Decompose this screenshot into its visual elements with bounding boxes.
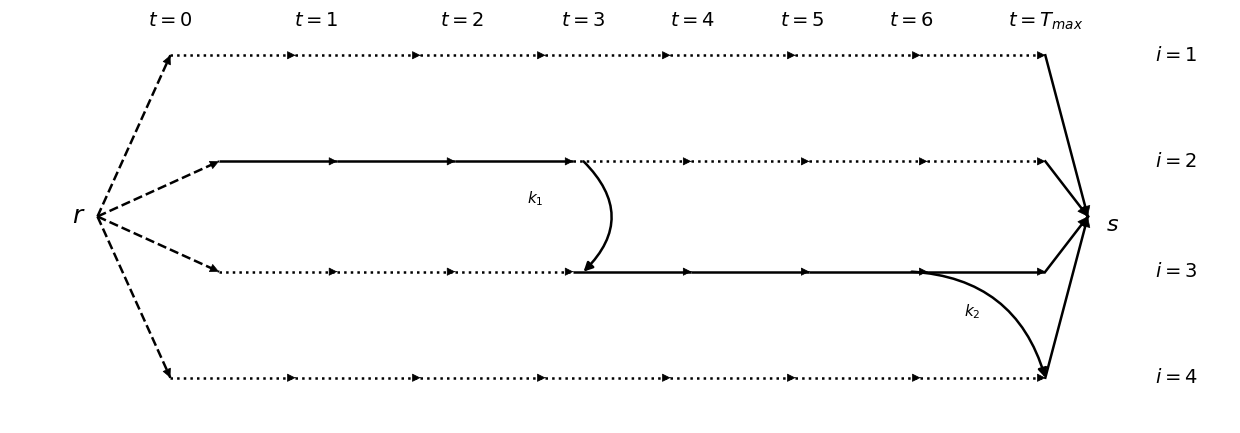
Text: $i=3$: $i=3$ <box>1154 262 1197 281</box>
Text: $k_1$: $k_1$ <box>527 190 543 208</box>
Text: $t=1$: $t=1$ <box>294 12 339 30</box>
Text: $s$: $s$ <box>1106 214 1118 236</box>
Text: $i=4$: $i=4$ <box>1154 368 1198 387</box>
Text: $t=5$: $t=5$ <box>780 12 825 30</box>
Text: $i=2$: $i=2$ <box>1154 152 1197 171</box>
Text: $t=2$: $t=2$ <box>440 12 484 30</box>
FancyArrowPatch shape <box>584 162 611 270</box>
Text: $t=0$: $t=0$ <box>148 12 192 30</box>
Text: $i=1$: $i=1$ <box>1154 46 1197 65</box>
Text: $t=4$: $t=4$ <box>671 12 715 30</box>
Text: $t=3$: $t=3$ <box>562 12 606 30</box>
Text: $k_2$: $k_2$ <box>965 302 981 321</box>
Text: $r$: $r$ <box>72 204 86 229</box>
Text: $t=6$: $t=6$ <box>889 12 934 30</box>
FancyArrowPatch shape <box>911 271 1045 375</box>
Text: $t=T_{max}$: $t=T_{max}$ <box>1008 11 1083 32</box>
